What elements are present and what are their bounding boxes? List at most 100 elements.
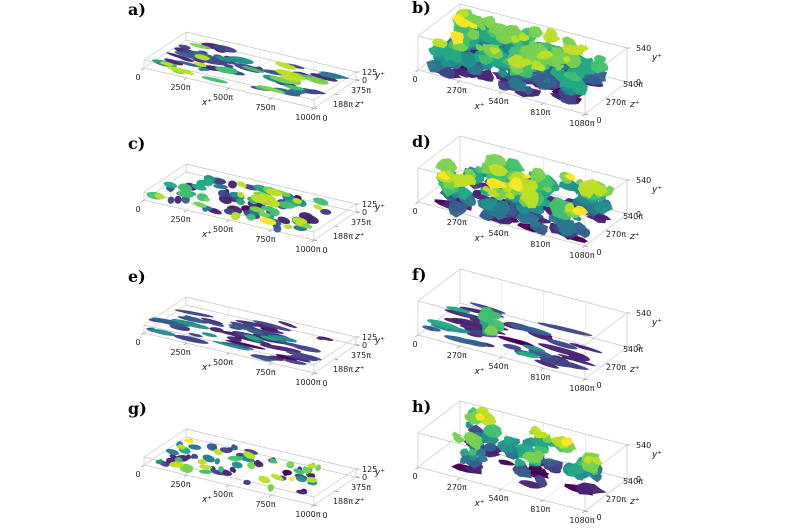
svg-text:540π: 540π	[488, 362, 508, 371]
svg-text:540π: 540π	[623, 80, 643, 89]
svg-text:270π: 270π	[447, 351, 467, 360]
svg-text:0: 0	[362, 76, 367, 85]
svg-text:0: 0	[362, 341, 367, 350]
svg-text:0: 0	[596, 116, 601, 125]
panel-letter-b: b)	[412, 0, 431, 17]
svg-text:0: 0	[362, 208, 367, 217]
svg-text:375π: 375π	[351, 86, 371, 95]
svg-text:0: 0	[362, 473, 367, 482]
panel-g: 0 250π 500π 750π 1000π 0 188π 375π 0 125 x⁺ z⁺ y⁺ g)	[118, 397, 400, 530]
svg-text:540π: 540π	[488, 229, 508, 238]
svg-text:125: 125	[362, 333, 377, 342]
svg-text:375π: 375π	[351, 351, 371, 360]
svg-text:500π: 500π	[213, 490, 233, 499]
svg-text:z⁺: z⁺	[354, 232, 365, 242]
svg-text:0: 0	[322, 114, 327, 123]
svg-text:1000π: 1000π	[295, 113, 320, 122]
svg-text:z⁺: z⁺	[354, 365, 365, 375]
svg-text:125: 125	[362, 465, 377, 474]
svg-text:1080π: 1080π	[569, 119, 594, 128]
panel-e: 0 250π 500π 750π 1000π 0 188π 375π 0 125 x⁺ z⁺ y⁺ e)	[118, 265, 400, 398]
svg-text:0: 0	[322, 379, 327, 388]
svg-text:750π: 750π	[255, 500, 275, 509]
svg-text:0: 0	[596, 381, 601, 390]
svg-text:270π: 270π	[606, 495, 626, 504]
svg-text:y⁺: y⁺	[374, 71, 385, 81]
svg-text:0: 0	[135, 470, 140, 479]
svg-text:0: 0	[412, 340, 417, 349]
svg-text:0: 0	[412, 207, 417, 216]
svg-text:750π: 750π	[255, 368, 275, 377]
svg-text:188π: 188π	[333, 497, 353, 506]
svg-text:810π: 810π	[530, 373, 550, 382]
svg-text:0: 0	[135, 338, 140, 347]
svg-text:0: 0	[596, 513, 601, 522]
svg-text:y⁺: y⁺	[651, 450, 662, 460]
svg-text:z⁺: z⁺	[629, 100, 640, 110]
svg-text:0: 0	[412, 75, 417, 84]
svg-text:0: 0	[412, 472, 417, 481]
svg-text:x⁺: x⁺	[473, 367, 484, 377]
panel-h: 0 270π 540π 810π 1080π 0 270π 540π 0 540 x⁺ z⁺ y⁺ h)	[400, 397, 750, 530]
svg-text:270π: 270π	[606, 230, 626, 239]
svg-text:270π: 270π	[447, 218, 467, 227]
svg-text:270π: 270π	[447, 483, 467, 492]
svg-text:250π: 250π	[170, 348, 190, 357]
svg-text:0: 0	[636, 475, 641, 484]
svg-text:125: 125	[362, 68, 377, 77]
svg-text:y⁺: y⁺	[374, 468, 385, 478]
svg-text:375π: 375π	[351, 483, 371, 492]
svg-text:500π: 500π	[213, 225, 233, 234]
svg-text:500π: 500π	[213, 93, 233, 102]
svg-text:540: 540	[636, 44, 651, 53]
svg-text:x⁺: x⁺	[201, 495, 212, 505]
svg-text:0: 0	[322, 246, 327, 255]
svg-text:x⁺: x⁺	[473, 102, 484, 112]
panel-f: 0 270π 540π 810π 1080π 0 270π 540π 0 540 x⁺ z⁺ y⁺ f)	[400, 265, 750, 398]
svg-text:500π: 500π	[213, 358, 233, 367]
svg-text:270π: 270π	[447, 86, 467, 95]
svg-text:0: 0	[322, 511, 327, 520]
svg-text:0: 0	[636, 210, 641, 219]
svg-text:y⁺: y⁺	[651, 185, 662, 195]
svg-text:0: 0	[135, 73, 140, 82]
svg-text:270π: 270π	[606, 98, 626, 107]
svg-text:1000π: 1000π	[295, 510, 320, 519]
svg-text:0: 0	[135, 205, 140, 214]
svg-text:x⁺: x⁺	[473, 234, 484, 244]
svg-text:y⁺: y⁺	[374, 336, 385, 346]
panel-letter-a: a)	[128, 0, 146, 19]
svg-text:x⁺: x⁺	[473, 499, 484, 509]
svg-text:750π: 750π	[255, 235, 275, 244]
svg-text:188π: 188π	[333, 365, 353, 374]
svg-text:1080π: 1080π	[569, 384, 594, 393]
svg-text:540: 540	[636, 309, 651, 318]
svg-text:0: 0	[596, 248, 601, 257]
svg-text:250π: 250π	[170, 83, 190, 92]
panel-letter-e: e)	[128, 267, 146, 286]
panel-d: 0 270π 540π 810π 1080π 0 270π 540π 0 540 x⁺ z⁺ y⁺ d)	[400, 132, 750, 265]
svg-text:x⁺: x⁺	[201, 98, 212, 108]
svg-text:z⁺: z⁺	[354, 100, 365, 110]
svg-text:x⁺: x⁺	[201, 230, 212, 240]
svg-text:y⁺: y⁺	[651, 53, 662, 63]
panel-letter-c: c)	[128, 134, 146, 153]
svg-text:z⁺: z⁺	[629, 232, 640, 242]
svg-text:1000π: 1000π	[295, 245, 320, 254]
svg-text:540π: 540π	[623, 477, 643, 486]
svg-text:0: 0	[636, 78, 641, 87]
svg-text:0: 0	[636, 343, 641, 352]
svg-text:540π: 540π	[488, 97, 508, 106]
svg-text:z⁺: z⁺	[629, 365, 640, 375]
svg-text:x⁺: x⁺	[201, 363, 212, 373]
svg-text:1080π: 1080π	[569, 516, 594, 525]
svg-text:y⁺: y⁺	[374, 203, 385, 213]
svg-text:375π: 375π	[351, 218, 371, 227]
svg-text:540: 540	[636, 176, 651, 185]
